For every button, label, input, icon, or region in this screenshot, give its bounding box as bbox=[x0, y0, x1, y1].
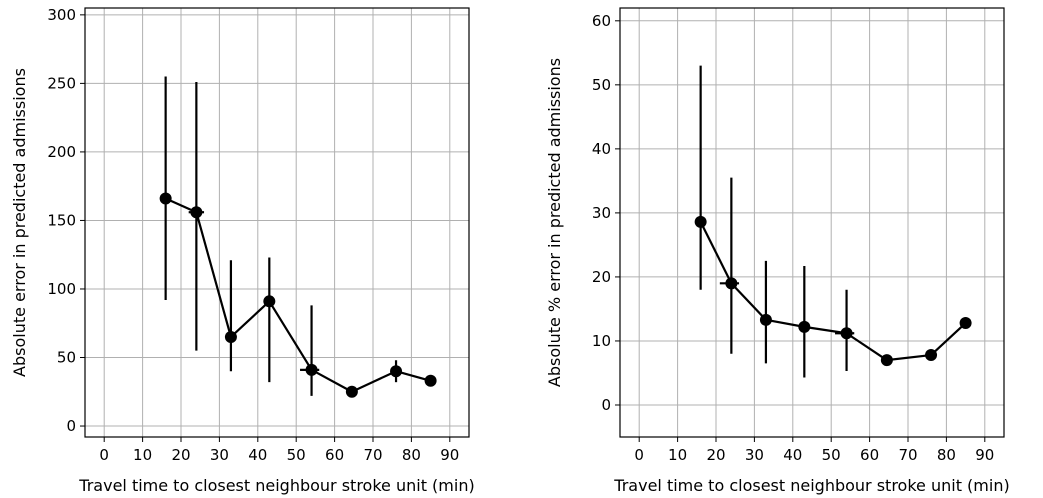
data-point bbox=[798, 320, 811, 333]
x-tick-label: 70 bbox=[898, 446, 917, 464]
y-tick-label: 0 bbox=[66, 417, 76, 435]
x-tick-label: 30 bbox=[210, 446, 229, 464]
y-tick-label: 250 bbox=[47, 74, 76, 92]
x-tick-label: 40 bbox=[783, 446, 802, 464]
x-tick-label: 10 bbox=[133, 446, 152, 464]
x-tick-label: 80 bbox=[402, 446, 421, 464]
x-tick-label: 0 bbox=[99, 446, 109, 464]
data-point bbox=[424, 374, 437, 387]
x-tick-label: 80 bbox=[937, 446, 956, 464]
data-point bbox=[925, 349, 938, 362]
y-axis-label: Absolute % error in predicted admissions bbox=[545, 58, 564, 387]
data-point bbox=[263, 295, 276, 308]
x-axis-label: Travel time to closest neighbour stroke … bbox=[613, 476, 1009, 495]
y-tick-label: 50 bbox=[57, 349, 76, 367]
data-point bbox=[390, 365, 403, 378]
x-tick-label: 30 bbox=[745, 446, 764, 464]
y-tick-label: 50 bbox=[592, 76, 611, 94]
y-tick-label: 30 bbox=[592, 204, 611, 222]
x-axis-label: Travel time to closest neighbour stroke … bbox=[78, 476, 474, 495]
x-tick-label: 60 bbox=[860, 446, 879, 464]
series-line bbox=[699, 221, 967, 362]
y-axis-label: Absolute error in predicted admissions bbox=[10, 68, 29, 377]
data-point bbox=[694, 215, 707, 228]
data-point bbox=[759, 313, 772, 326]
data-point bbox=[959, 317, 972, 330]
series-line bbox=[165, 197, 431, 393]
y-tick-label: 200 bbox=[47, 143, 76, 161]
x-tick-label: 50 bbox=[822, 446, 841, 464]
data-point bbox=[725, 277, 738, 290]
y-tick-label: 40 bbox=[592, 140, 611, 158]
data-point bbox=[880, 354, 893, 367]
data-point bbox=[840, 327, 853, 340]
x-tick-label: 60 bbox=[325, 446, 344, 464]
x-tick-label: 90 bbox=[440, 446, 459, 464]
x-tick-label: 0 bbox=[634, 446, 644, 464]
x-tick-label: 20 bbox=[706, 446, 725, 464]
x-tick-label: 10 bbox=[668, 446, 687, 464]
x-tick-label: 40 bbox=[248, 446, 267, 464]
plot-frame bbox=[619, 7, 1005, 438]
y-tick-label: 0 bbox=[601, 396, 611, 414]
x-tick-label: 50 bbox=[287, 446, 306, 464]
y-tick-label: 10 bbox=[592, 332, 611, 350]
x-tick-label: 90 bbox=[975, 446, 994, 464]
x-tick-label: 70 bbox=[363, 446, 382, 464]
y-tick-label: 20 bbox=[592, 268, 611, 286]
y-tick-label: 60 bbox=[592, 12, 611, 30]
y-tick-label: 150 bbox=[47, 211, 76, 229]
data-point bbox=[345, 385, 358, 398]
data-point bbox=[190, 206, 203, 219]
data-point bbox=[305, 363, 318, 376]
data-point bbox=[159, 192, 172, 205]
left-chart-panel: 0 10 20 30 40 50 60 70 80 90 0 50 100 150 200 250 300 Tra… bbox=[10, 6, 475, 495]
data-point bbox=[224, 330, 237, 343]
x-tick-label: 20 bbox=[171, 446, 190, 464]
right-chart-panel: 0 10 20 30 40 50 60 70 80 90 0 10 20 30 40 50 60 Travel t… bbox=[545, 7, 1010, 495]
y-tick-label: 100 bbox=[47, 280, 76, 298]
plot-frame bbox=[84, 7, 470, 438]
y-tick-label: 300 bbox=[47, 6, 76, 24]
